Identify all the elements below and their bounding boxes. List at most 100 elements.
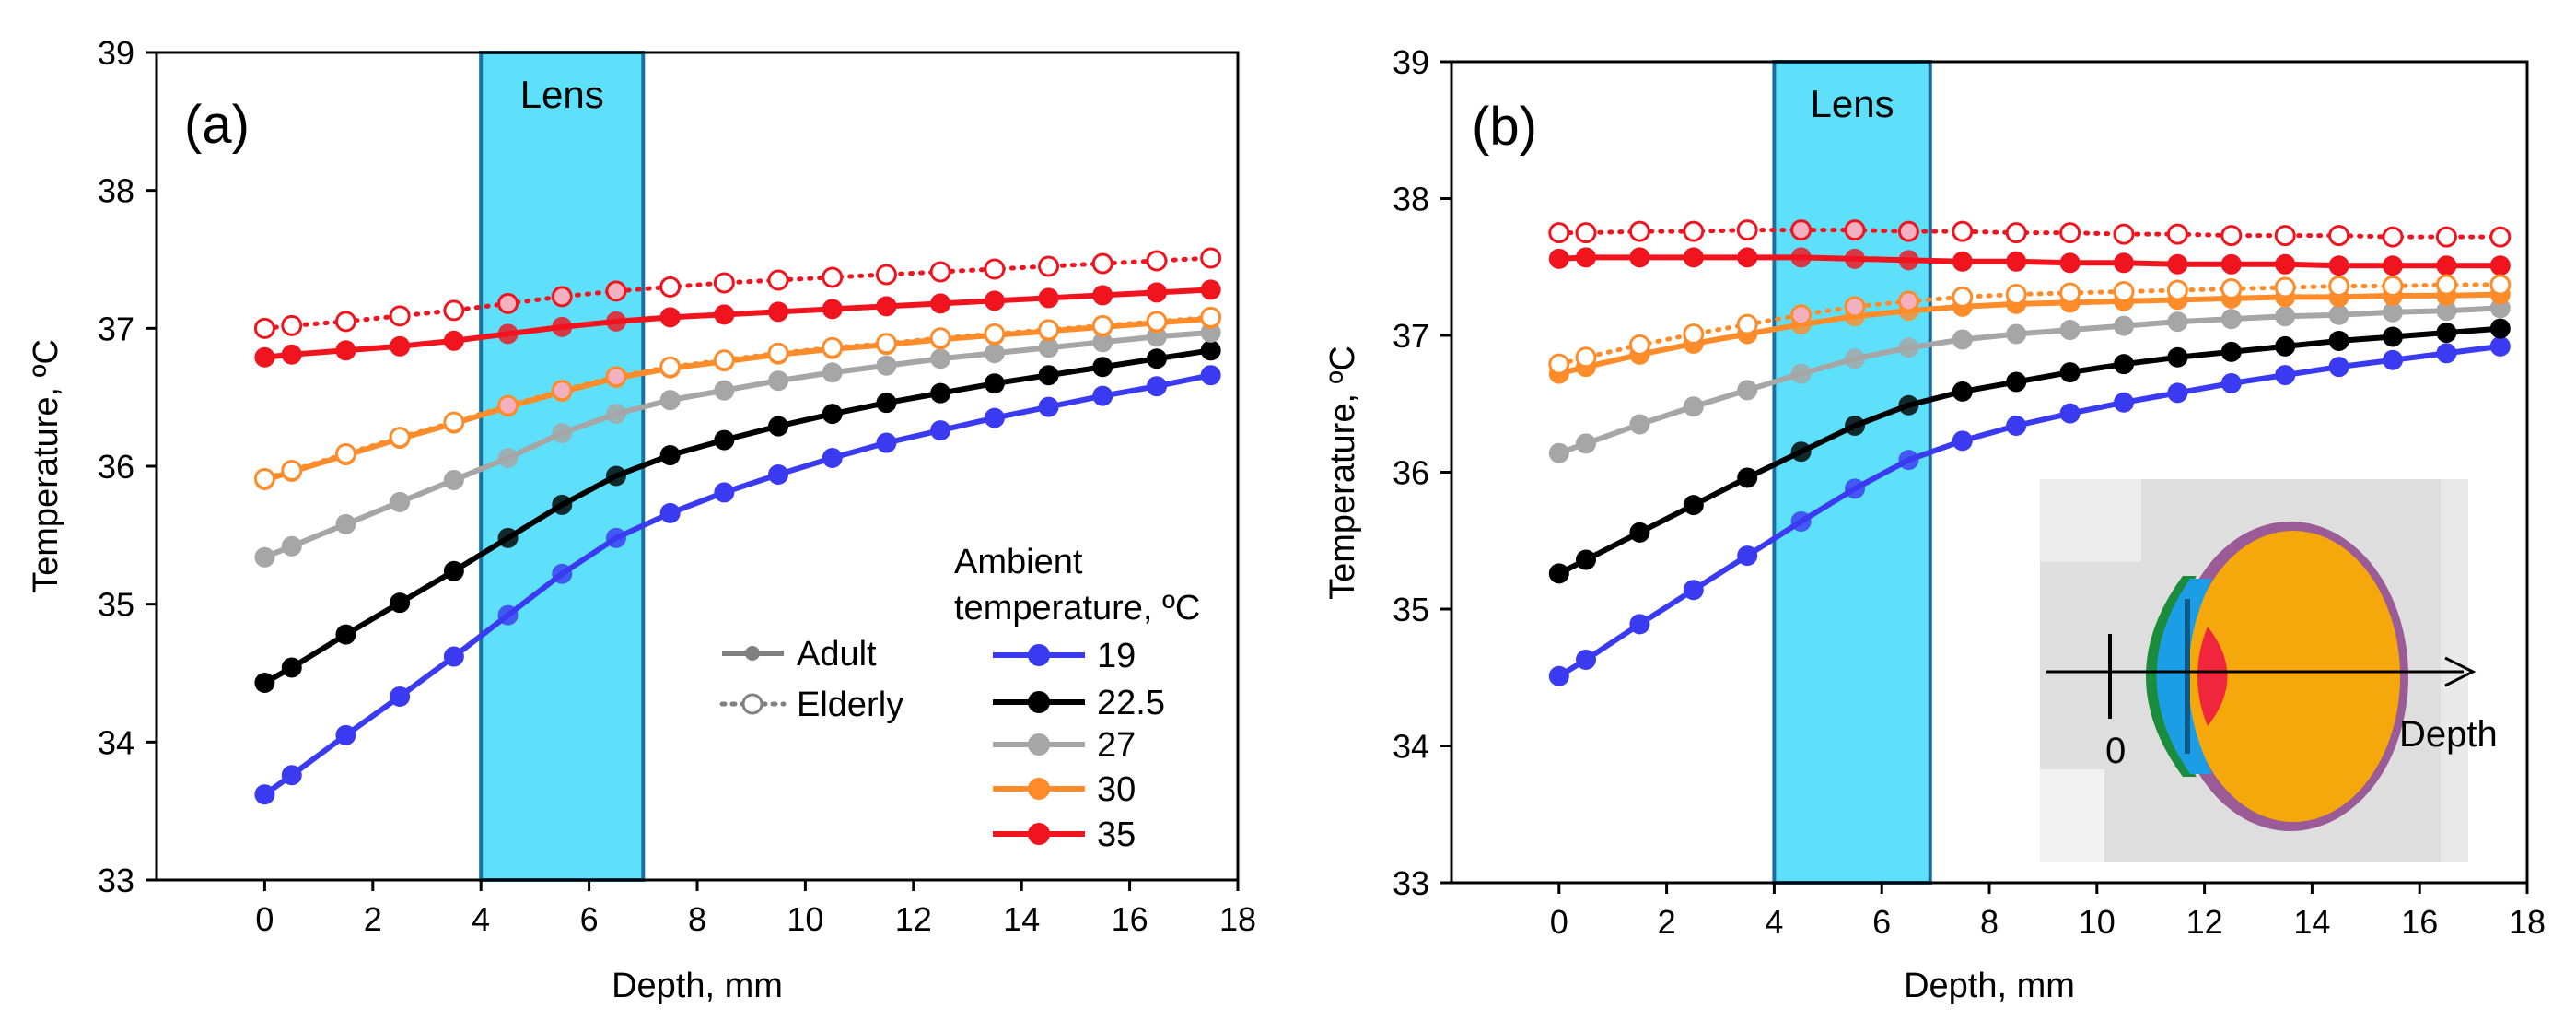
data-point-a-elderly-30: [659, 356, 682, 378]
data-point-b-adult-27: [1576, 433, 1596, 454]
x-tick-label-b: 14: [2293, 903, 2330, 941]
y-tick-label-a: 39: [98, 34, 134, 72]
data-point-a-adult-22.5: [659, 445, 681, 466]
data-point-a-elderly-30: [984, 322, 1006, 345]
data-point-a-adult-22.5: [605, 465, 626, 487]
legend-adult-label: Adult: [797, 635, 877, 674]
data-point-b-elderly-35: [2113, 223, 2135, 245]
legend-marker-27: [1028, 733, 1050, 756]
panel-label-a: (a): [184, 95, 250, 155]
data-point-b-adult-22.5: [2059, 362, 2081, 383]
data-point-b-adult-27: [1629, 414, 1650, 435]
data-point-b-elderly-30: [1897, 290, 1919, 312]
data-point-b-adult-27: [1737, 380, 1758, 401]
data-point-a-elderly-30: [281, 459, 303, 481]
data-point-a-elderly-35: [443, 299, 465, 322]
data-point-a-adult-22.5: [281, 657, 302, 678]
data-point-a-elderly-35: [334, 311, 356, 333]
data-point-a-adult-27: [335, 513, 356, 534]
data-point-a-adult-22.5: [1092, 357, 1113, 378]
data-point-b-adult-27: [1845, 348, 1865, 369]
data-point-a-adult-22.5: [497, 527, 519, 548]
data-point-a-adult-19: [768, 463, 789, 485]
data-point-b-elderly-30: [2005, 283, 2027, 305]
data-point-b-adult-22.5: [1952, 381, 1973, 402]
data-point-a-elderly-30: [389, 427, 411, 449]
data-point-a-elderly-35: [1146, 250, 1168, 272]
lens-band-b: [1772, 60, 1932, 885]
data-point-a-elderly-30: [497, 394, 519, 416]
data-point-a-adult-35: [281, 344, 302, 365]
data-point-b-adult-27: [1952, 329, 1973, 350]
y-tick-label-a: 38: [98, 172, 134, 210]
data-point-b-adult-27: [1548, 442, 1569, 463]
data-point-a-adult-22.5: [552, 494, 573, 515]
data-point-b-elderly-30: [2059, 282, 2081, 304]
data-point-b-elderly-35: [1736, 219, 1758, 241]
data-point-b-elderly-30: [2220, 278, 2243, 300]
data-point-a-elderly-30: [767, 342, 789, 364]
data-point-b-elderly-35: [1628, 220, 1650, 242]
data-point-a-adult-27: [254, 546, 275, 568]
legend-ambient-title-line2: temperature, ºC: [954, 589, 1200, 627]
data-point-b-elderly-30: [1952, 286, 1974, 308]
plot-area-a: [155, 51, 1240, 882]
data-point-a-adult-35: [335, 340, 356, 361]
y-tick-label-a: 36: [98, 448, 134, 486]
data-point-b-adult-19: [1548, 665, 1569, 686]
data-point-b-adult-22.5: [2114, 354, 2134, 375]
eye-cross-section-inset: 0 Depth: [2040, 479, 2498, 862]
data-point-b-adult-27: [2275, 306, 2296, 327]
data-point-a-adult-27: [876, 355, 897, 376]
data-point-b-adult-22.5: [2436, 322, 2457, 344]
data-point-b-adult-35: [1898, 250, 1919, 271]
data-point-b-adult-27: [2059, 320, 2081, 341]
data-point-b-adult-35: [1952, 251, 1973, 272]
data-point-a-adult-22.5: [254, 672, 275, 693]
vitreous-body: [2186, 531, 2400, 822]
legend-marker-35: [1028, 823, 1050, 845]
data-point-a-adult-35: [443, 330, 464, 351]
data-point-b-adult-27: [2114, 315, 2134, 336]
data-point-b-elderly-30: [1548, 353, 1570, 375]
data-point-a-adult-22.5: [984, 373, 1005, 394]
y-tick-label-b: 38: [1393, 181, 1429, 218]
data-point-b-adult-22.5: [2006, 371, 2027, 393]
inset-light-region-2: [2040, 769, 2104, 862]
data-point-a-elderly-35: [713, 272, 735, 294]
legend-entry-22.5: 22.5: [993, 684, 1165, 722]
inset-depth-label: Depth: [2399, 714, 2498, 755]
data-point-a-adult-35: [1200, 279, 1221, 300]
data-point-a-adult-27: [930, 348, 951, 369]
data-point-a-adult-19: [1146, 376, 1167, 397]
data-point-b-adult-35: [1548, 248, 1569, 269]
data-point-a-adult-19: [1200, 365, 1221, 386]
data-point-a-elderly-30: [1146, 311, 1168, 333]
data-point-a-adult-22.5: [714, 429, 735, 451]
inset-zero-label: 0: [2105, 731, 2126, 771]
data-point-b-elderly-35: [2166, 223, 2188, 245]
legend-entry-30: 30: [993, 770, 1136, 809]
data-point-b-adult-22.5: [1548, 563, 1569, 584]
data-point-a-adult-27: [984, 343, 1005, 364]
inset-depth-arrowhead: [2444, 656, 2477, 687]
data-point-b-adult-22.5: [2275, 335, 2296, 357]
data-point-a-adult-35: [254, 346, 275, 368]
cornea-layer: [2146, 576, 2197, 777]
data-point-b-adult-22.5: [1898, 394, 1919, 416]
data-point-a-elderly-35: [875, 264, 897, 286]
data-point-b-adult-27: [2383, 301, 2403, 322]
legend-label-35: 35: [1097, 815, 1136, 854]
data-point-b-adult-22.5: [1576, 549, 1596, 570]
data-point-a-adult-22.5: [1146, 348, 1167, 369]
data-point-b-adult-19: [1790, 510, 1812, 532]
y-tick-label-b: 39: [1393, 43, 1429, 81]
y-tick-label-a: 33: [98, 862, 134, 899]
lens-label-a: Lens: [520, 73, 604, 116]
data-point-b-adult-35: [1629, 247, 1650, 268]
data-point-a-adult-19: [335, 724, 356, 745]
data-point-b-elderly-30: [2489, 274, 2512, 296]
data-point-a-adult-19: [390, 686, 411, 707]
x-tick-label-b: 10: [2079, 903, 2116, 941]
y-tick-label-b: 34: [1393, 728, 1429, 766]
